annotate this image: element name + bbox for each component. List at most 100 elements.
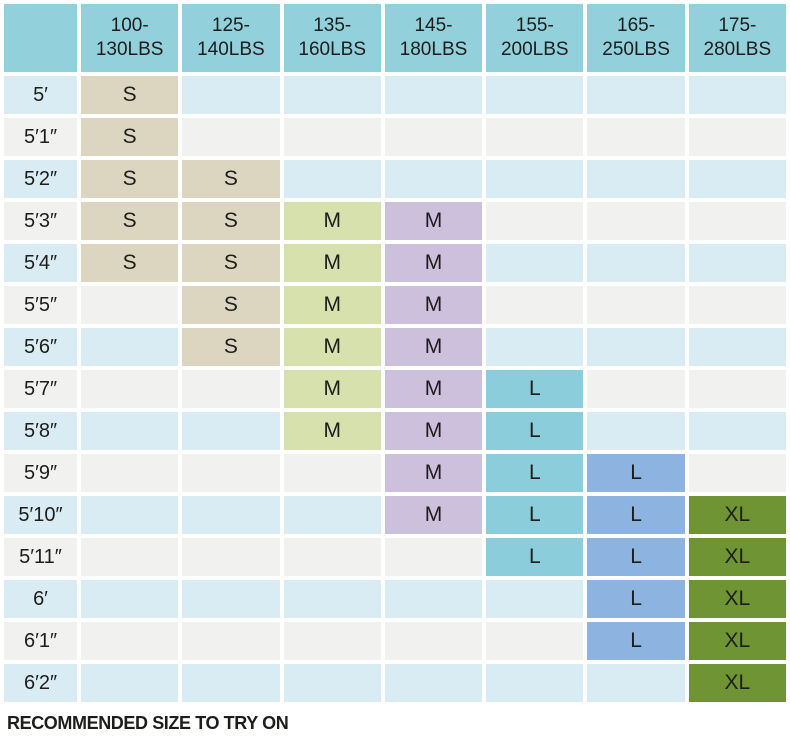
size-cell: L: [486, 454, 584, 492]
size-cell: S: [81, 160, 179, 198]
size-cell: S: [182, 286, 280, 324]
empty-cell: [486, 118, 584, 156]
weight-header-cell: 175- 280LBS: [688, 4, 786, 72]
height-label-cell: 5′3″: [4, 202, 77, 240]
empty-cell: [81, 328, 179, 366]
empty-cell: [486, 160, 584, 198]
weight-header-cell: 100- 130LBS: [81, 4, 179, 72]
height-label-cell: 5′1″: [4, 118, 77, 156]
empty-cell: [283, 622, 381, 660]
weight-header-cell: 165- 250LBS: [587, 4, 685, 72]
empty-cell: [384, 664, 483, 702]
empty-cell: [283, 496, 381, 534]
size-cell: M: [384, 496, 483, 534]
empty-cell: [182, 538, 280, 576]
size-cell: L: [587, 538, 685, 576]
empty-cell: [283, 454, 381, 492]
size-cell: S: [182, 160, 280, 198]
empty-cell: [182, 370, 280, 408]
empty-cell: [81, 580, 179, 618]
empty-cell: [182, 118, 280, 156]
height-label-cell: 5′11″: [4, 538, 77, 576]
empty-cell: [587, 76, 685, 114]
height-label-cell: 5′7″: [4, 370, 77, 408]
size-cell: L: [486, 412, 584, 450]
size-cell: M: [283, 412, 381, 450]
size-chart-grid: 100- 130LBS 125- 140LBS 135- 160LBS 145- 18…: [4, 4, 786, 702]
height-label-cell: 5′4″: [4, 244, 77, 282]
empty-cell: [81, 454, 179, 492]
empty-cell: [486, 328, 584, 366]
size-cell: XL: [688, 538, 786, 576]
empty-cell: [486, 244, 584, 282]
empty-cell: [688, 454, 786, 492]
size-cell: M: [384, 328, 483, 366]
footnote: RECOMMENDED SIZE TO TRY ON: [7, 713, 289, 733]
weight-header-cell: 135- 160LBS: [283, 4, 381, 72]
empty-cell: [81, 664, 179, 702]
corner-header-cell: [4, 4, 77, 72]
weight-header-cell: 155- 200LBS: [486, 4, 584, 72]
empty-cell: [81, 622, 179, 660]
empty-cell: [182, 664, 280, 702]
height-label-cell: 5′6″: [4, 328, 77, 366]
weight-header-cell: 145- 180LBS: [384, 4, 483, 72]
size-cell: M: [283, 328, 381, 366]
empty-cell: [486, 286, 584, 324]
empty-cell: [486, 580, 584, 618]
empty-cell: [182, 76, 280, 114]
height-label-cell: 5′8″: [4, 412, 77, 450]
size-cell: XL: [688, 496, 786, 534]
size-cell: L: [587, 622, 685, 660]
empty-cell: [283, 160, 381, 198]
size-cell: S: [81, 76, 179, 114]
empty-cell: [587, 286, 685, 324]
size-cell: M: [384, 370, 483, 408]
size-cell: L: [486, 496, 584, 534]
size-cell: XL: [688, 580, 786, 618]
empty-cell: [688, 76, 786, 114]
empty-cell: [587, 664, 685, 702]
empty-cell: [486, 202, 584, 240]
empty-cell: [384, 580, 483, 618]
empty-cell: [587, 370, 685, 408]
empty-cell: [688, 118, 786, 156]
size-cell: M: [384, 202, 483, 240]
size-cell: S: [81, 244, 179, 282]
empty-cell: [587, 244, 685, 282]
empty-cell: [182, 622, 280, 660]
size-cell: L: [587, 496, 685, 534]
height-label-cell: 5′2″: [4, 160, 77, 198]
empty-cell: [688, 286, 786, 324]
size-cell: L: [486, 370, 584, 408]
empty-cell: [283, 76, 381, 114]
empty-cell: [587, 202, 685, 240]
empty-cell: [182, 496, 280, 534]
size-cell: S: [182, 202, 280, 240]
empty-cell: [182, 412, 280, 450]
height-label-cell: 6′: [4, 580, 77, 618]
empty-cell: [384, 622, 483, 660]
empty-cell: [587, 160, 685, 198]
empty-cell: [81, 286, 179, 324]
empty-cell: [587, 412, 685, 450]
empty-cell: [384, 538, 483, 576]
empty-cell: [81, 538, 179, 576]
size-cell: M: [384, 286, 483, 324]
empty-cell: [283, 538, 381, 576]
size-cell: M: [283, 286, 381, 324]
empty-cell: [688, 202, 786, 240]
empty-cell: [688, 412, 786, 450]
empty-cell: [486, 622, 584, 660]
size-cell: S: [182, 328, 280, 366]
size-cell: S: [182, 244, 280, 282]
height-label-cell: 5′: [4, 76, 77, 114]
size-cell: XL: [688, 622, 786, 660]
size-cell: L: [587, 580, 685, 618]
height-label-cell: 5′5″: [4, 286, 77, 324]
size-cell: M: [283, 370, 381, 408]
empty-cell: [384, 118, 483, 156]
size-cell: S: [81, 118, 179, 156]
height-label-cell: 5′10″: [4, 496, 77, 534]
weight-header-cell: 125- 140LBS: [182, 4, 280, 72]
